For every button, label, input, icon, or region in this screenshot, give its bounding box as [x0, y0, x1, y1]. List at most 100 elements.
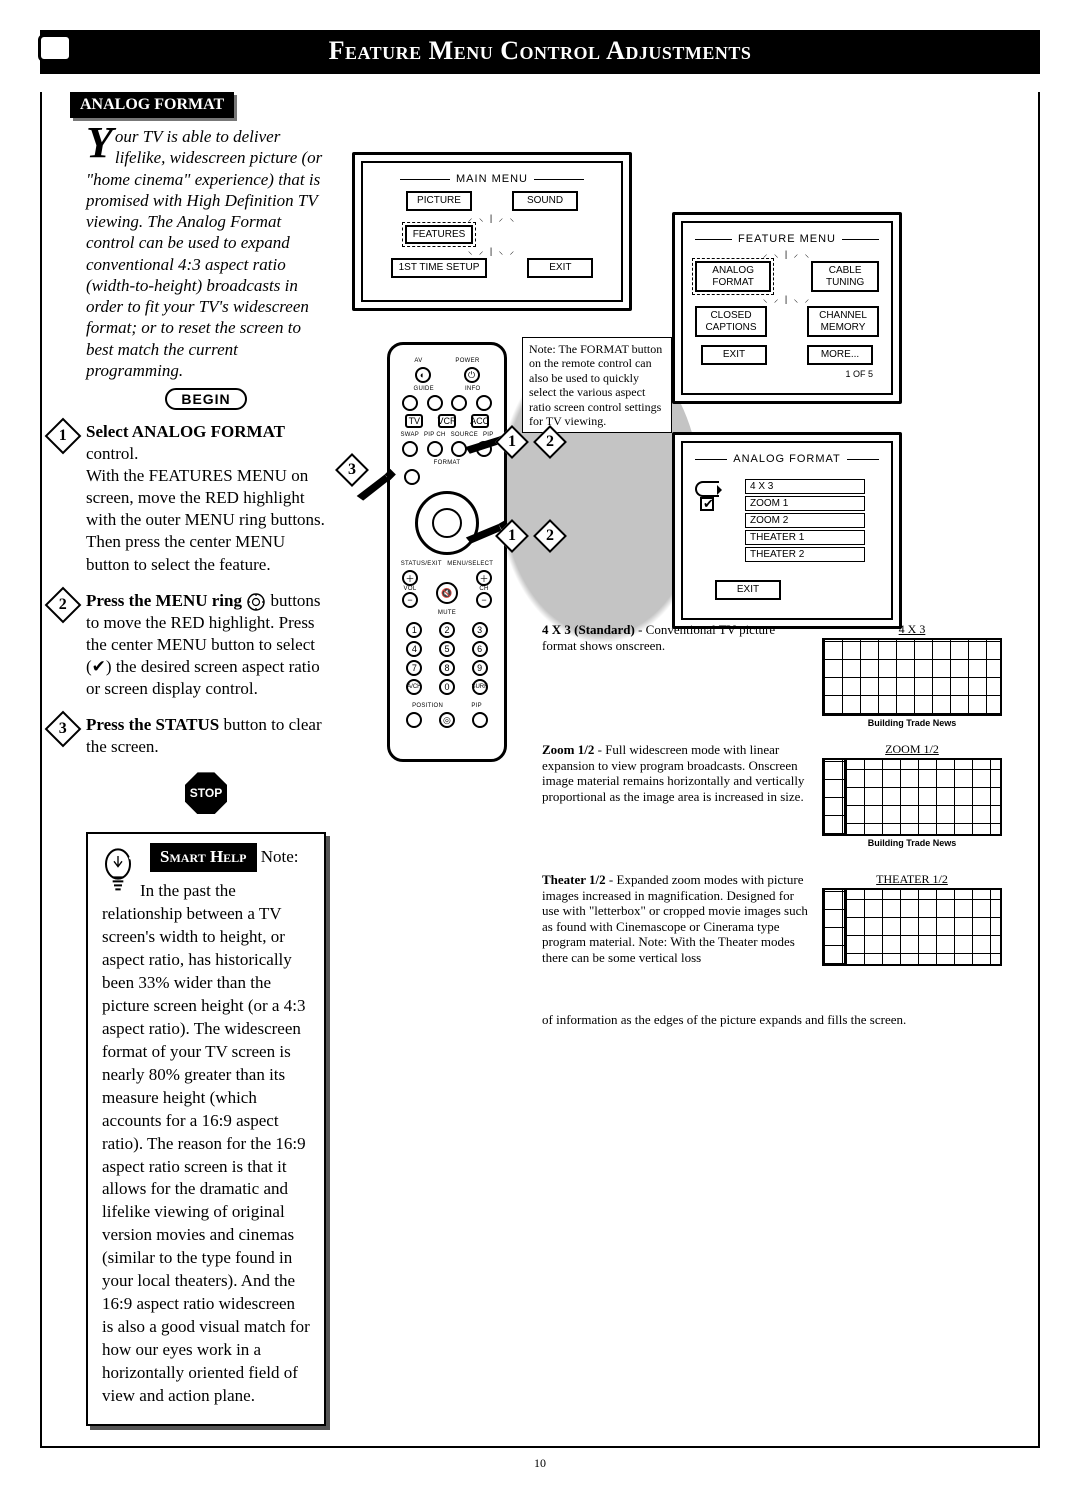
page-header: Feature Menu Control Adjustments	[40, 30, 1040, 74]
remote-center-btn[interactable]: ◎	[439, 712, 455, 728]
step-marker-1: 1	[45, 418, 82, 455]
menu-btn-picture[interactable]: PICTURE	[406, 191, 472, 211]
remote-format-btn[interactable]	[404, 469, 420, 485]
begin-badge: BEGIN	[86, 391, 326, 409]
cycle-arrow-icon	[695, 481, 719, 497]
remote-btn[interactable]	[476, 395, 492, 411]
remote-vol-down[interactable]: −	[402, 592, 418, 608]
remote-control: AVPOWER ◐⏻ GUIDEINFO TV VCR ACC	[387, 342, 507, 762]
menu-ring-icon	[246, 592, 266, 612]
step-1-body: With the FEATURES MENU on screen, move t…	[86, 466, 325, 573]
remote-btn[interactable]	[451, 441, 467, 457]
step-1-title: Select ANALOG FORMAT	[86, 422, 285, 441]
main-menu-title: MAIN MENU	[375, 173, 609, 185]
remote-num-9[interactable]: 9	[472, 660, 488, 676]
analog-menu-title: ANALOG FORMAT	[695, 453, 879, 465]
menu-btn-closed-captions[interactable]: CLOSED CAPTIONS	[695, 306, 767, 337]
format-4x3: 4 X 3 (Standard) - Conventional TV pictu…	[542, 622, 1002, 729]
menu-btn-exit[interactable]: EXIT	[527, 258, 593, 278]
stop-label: STOP	[185, 772, 227, 814]
menu-btn-analog-format[interactable]: ANALOG FORMAT	[695, 261, 771, 292]
step-2: 2 Press the MENU ring buttons to move th…	[86, 590, 326, 700]
remote-btn[interactable]	[476, 441, 492, 457]
remote-av-btn[interactable]: ◐	[415, 367, 431, 383]
remote-num-2[interactable]: 2	[439, 622, 455, 638]
menu-btn-cable-tuning[interactable]: CABLE TUNING	[811, 261, 879, 292]
remote-pos-btn[interactable]	[406, 712, 422, 728]
remote-btn[interactable]	[402, 395, 418, 411]
tv-icon	[38, 34, 72, 62]
remote-acc-btn[interactable]: ACC	[471, 414, 489, 428]
step-3: 3 Press the STATUS button to clear the s…	[86, 714, 326, 758]
page-number: 10	[40, 1456, 1040, 1471]
remote-num-7[interactable]: 7	[406, 660, 422, 676]
page-title: Feature Menu Control Adjustments	[329, 36, 752, 65]
callout-1-2b: 1 2	[500, 524, 562, 548]
remote-num-3[interactable]: 3	[472, 622, 488, 638]
right-column: MAIN MENU PICTURE SOUND ⸝ ⸜ | ⸝ ⸜ FEATUR…	[342, 92, 1038, 1446]
remote-alt[interactable]: A/CH	[406, 679, 422, 695]
format-thumb-4x3	[822, 638, 1002, 716]
smart-help-header: Smart Help	[150, 843, 257, 872]
format-spill-text: of information as the edges of the pictu…	[542, 1012, 1002, 1028]
menu-btn-sound[interactable]: SOUND	[512, 191, 578, 211]
smart-help-body: Note: In the past the relationship betwe…	[102, 847, 310, 1405]
opt-zoom1[interactable]: ZOOM 1	[745, 496, 865, 511]
remote-ch-up[interactable]: ＋	[476, 570, 492, 586]
step-3-title: Press the STATUS	[86, 715, 219, 734]
menu-btn-channel-memory[interactable]: CHANNEL MEMORY	[807, 306, 879, 337]
remote-btn[interactable]	[451, 395, 467, 411]
smart-help-box: Smart Help Note: In the past the relatio…	[86, 832, 326, 1426]
menu-btn-more[interactable]: MORE...	[807, 345, 873, 365]
step-1: 1 Select ANALOG FORMAT control. With the…	[86, 421, 326, 576]
remote-num-0[interactable]: 0	[439, 679, 455, 695]
callout-1-2a: 1 2	[500, 430, 562, 454]
stop-badge: STOP	[86, 772, 326, 814]
intro-body: our TV is able to deliver lifelike, wide…	[86, 127, 322, 380]
left-column: ANALOG FORMAT Your TV is able to deliver…	[42, 92, 342, 1446]
remote-num-1[interactable]: 1	[406, 622, 422, 638]
opt-zoom2[interactable]: ZOOM 2	[745, 513, 865, 528]
feature-menu-page: 1 OF 5	[695, 369, 879, 379]
remote-btn[interactable]	[427, 395, 443, 411]
step-marker-3: 3	[45, 711, 82, 748]
opt-4x3[interactable]: 4 X 3	[745, 479, 865, 494]
format-thumb-theater	[822, 888, 1002, 966]
remote-tv-btn[interactable]: TV	[405, 414, 423, 428]
remote-vol-up[interactable]: ＋	[402, 570, 418, 586]
remote-surf[interactable]: SURF	[472, 679, 488, 695]
menu-btn-setup[interactable]: 1ST TIME SETUP	[391, 258, 488, 278]
menu-btn-feature-exit[interactable]: EXIT	[701, 345, 767, 365]
format-zoom: Zoom 1/2 - Full widescreen mode with lin…	[542, 742, 1002, 849]
format-thumb-zoom	[822, 758, 1002, 836]
intro-text: Your TV is able to deliver lifelike, wid…	[86, 126, 326, 381]
check-icon	[700, 497, 714, 511]
dropcap: Y	[86, 126, 115, 160]
format-label-theater: THEATER 1/2	[822, 872, 1002, 886]
feature-menu-title: FEATURE MENU	[695, 233, 879, 245]
remote-btn[interactable]	[427, 441, 443, 457]
step-marker-2: 2	[45, 586, 82, 623]
remote-power-btn[interactable]: ⏻	[464, 367, 480, 383]
main-menu-osd: MAIN MENU PICTURE SOUND ⸝ ⸜ | ⸝ ⸜ FEATUR…	[352, 152, 632, 311]
remote-num-4[interactable]: 4	[406, 641, 422, 657]
menu-btn-features[interactable]: FEATURES	[405, 225, 474, 245]
analog-options: 4 X 3 ZOOM 1 ZOOM 2 THEATER 1 THEATER 2	[745, 477, 865, 564]
remote-btn[interactable]	[402, 441, 418, 457]
remote-num-6[interactable]: 6	[472, 641, 488, 657]
analog-exit[interactable]: EXIT	[715, 580, 781, 600]
remote-ch-down[interactable]: −	[476, 592, 492, 608]
begin-label: BEGIN	[165, 388, 246, 410]
remote-num-5[interactable]: 5	[439, 641, 455, 657]
analog-format-osd: ANALOG FORMAT 4 X 3 ZOOM 1 ZOOM 2 THEATE…	[672, 432, 902, 629]
opt-theater2[interactable]: THEATER 2	[745, 547, 865, 562]
format-label-zoom: ZOOM 1/2	[822, 742, 1002, 756]
step-2-title: Press the MENU ring	[86, 591, 242, 610]
remote-pip-btn[interactable]	[472, 712, 488, 728]
opt-theater1[interactable]: THEATER 1	[745, 530, 865, 545]
remote-menu-ring[interactable]	[415, 491, 479, 555]
remote-vcr-btn[interactable]: VCR	[438, 414, 456, 428]
format-theater: Theater 1/2 - Expanded zoom modes with p…	[542, 872, 1002, 966]
remote-mute-btn[interactable]: 🔇	[436, 582, 458, 604]
remote-num-8[interactable]: 8	[439, 660, 455, 676]
